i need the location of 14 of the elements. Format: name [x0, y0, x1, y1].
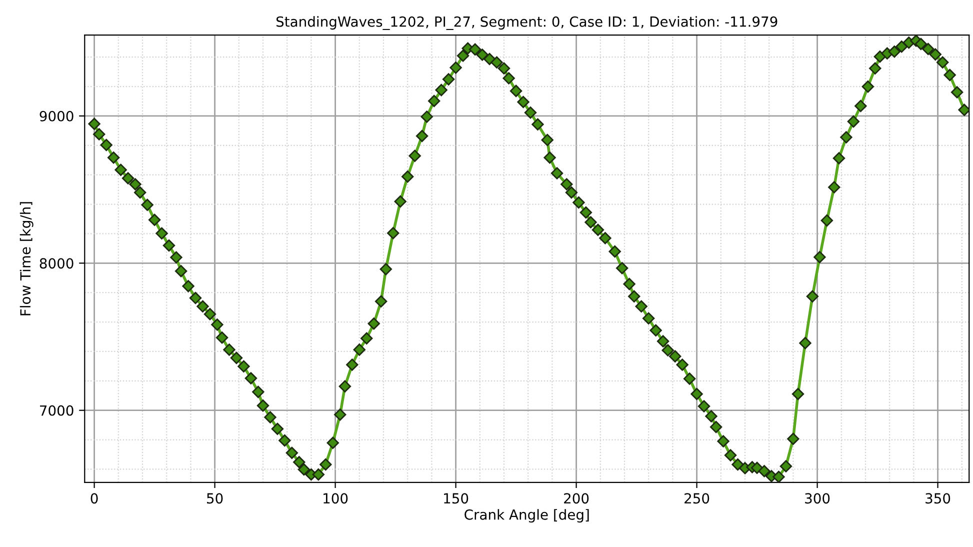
y-axis-title: Flow Time [kg/h]	[20, 202, 34, 316]
y-tick-label: 9000	[40, 110, 74, 122]
x-tick-label: 0	[90, 493, 98, 504]
x-tick-label: 150	[444, 493, 468, 504]
y-tick-label: 7000	[40, 405, 74, 416]
chart-title: StandingWaves_1202, PI_27, Segment: 0, Case ID: 1, Deviation: -11.979	[276, 16, 778, 30]
x-tick-label: 250	[684, 493, 710, 504]
y-tick-label: 8000	[40, 258, 74, 269]
x-tick-label: 300	[805, 493, 830, 504]
x-tick-label: 200	[564, 493, 589, 504]
x-tick-label: 100	[324, 493, 348, 504]
x-tick-label: 350	[926, 493, 950, 504]
x-tick-label: 50	[207, 493, 223, 504]
x-axis-title: Crank Angle [deg]	[464, 509, 589, 523]
